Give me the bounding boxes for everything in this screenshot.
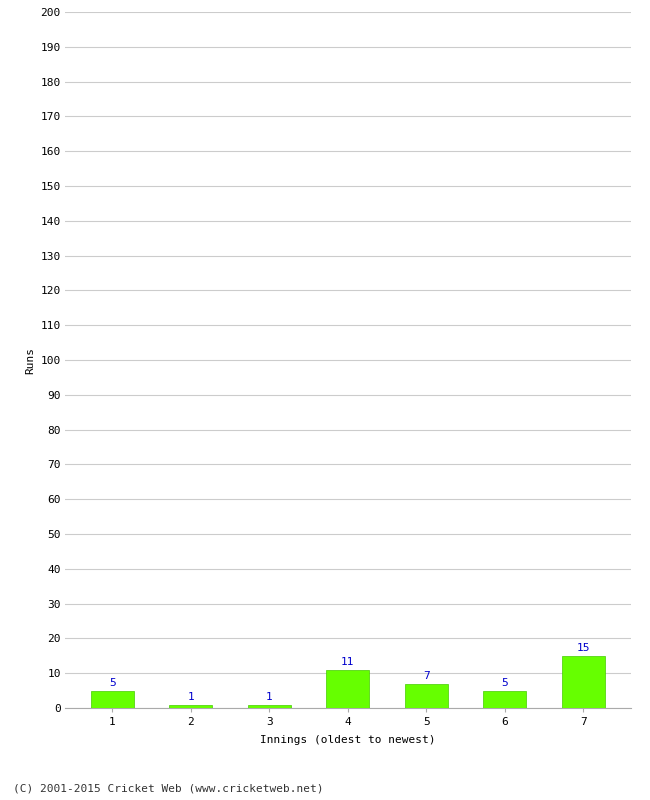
X-axis label: Innings (oldest to newest): Innings (oldest to newest) bbox=[260, 735, 436, 746]
Bar bbox=[248, 705, 291, 708]
Text: (C) 2001-2015 Cricket Web (www.cricketweb.net): (C) 2001-2015 Cricket Web (www.cricketwe… bbox=[13, 784, 324, 794]
Y-axis label: Runs: Runs bbox=[25, 346, 35, 374]
Bar bbox=[326, 670, 369, 708]
Text: 1: 1 bbox=[187, 692, 194, 702]
Bar bbox=[169, 705, 213, 708]
Text: 5: 5 bbox=[501, 678, 508, 688]
Text: 7: 7 bbox=[423, 671, 430, 681]
Text: 11: 11 bbox=[341, 657, 354, 667]
Bar bbox=[562, 656, 605, 708]
Bar bbox=[405, 684, 448, 708]
Text: 5: 5 bbox=[109, 678, 116, 688]
Text: 15: 15 bbox=[577, 643, 590, 653]
Bar bbox=[483, 690, 526, 708]
Bar bbox=[90, 690, 134, 708]
Text: 1: 1 bbox=[266, 692, 272, 702]
